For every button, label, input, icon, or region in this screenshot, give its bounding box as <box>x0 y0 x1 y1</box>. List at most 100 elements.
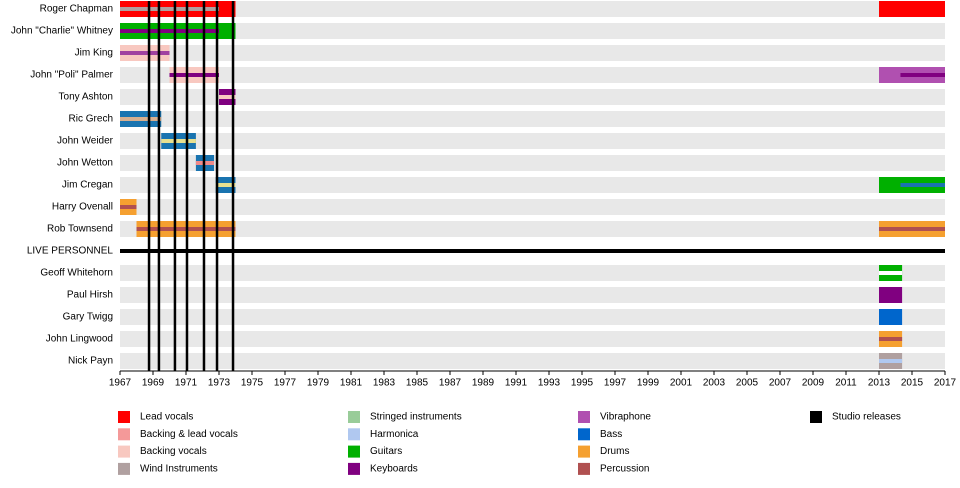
row-band <box>120 309 945 325</box>
legend-label: Harmonica <box>370 429 419 440</box>
x-tick-label: 1967 <box>109 378 132 389</box>
role-stripe <box>879 359 903 363</box>
legend-label: Stringed instruments <box>370 412 462 423</box>
x-tick-label: 1989 <box>472 378 495 389</box>
legend-swatch <box>578 445 590 458</box>
member-name: Geoff Whitehorn <box>40 268 113 279</box>
x-tick-label: 1991 <box>505 378 528 389</box>
role-stripe <box>219 95 236 99</box>
legend-swatch <box>578 462 590 475</box>
role-stripe <box>120 117 162 121</box>
role-stripe <box>900 183 945 187</box>
member-name: Harry Ovenall <box>52 202 113 213</box>
role-stripe <box>169 73 219 77</box>
member-name: John "Poli" Palmer <box>30 70 113 81</box>
legend-label: Vibraphone <box>600 412 651 423</box>
x-tick-label: 1973 <box>208 378 231 389</box>
member-name: John Wetton <box>57 158 113 169</box>
row-band <box>120 177 945 193</box>
legend-swatch <box>348 445 360 458</box>
x-tick-label: 2007 <box>769 378 792 389</box>
legend-swatch <box>348 428 360 441</box>
row-band <box>120 199 945 215</box>
legend-swatch <box>810 411 822 423</box>
row-band <box>120 89 945 105</box>
legend-label: Guitars <box>370 446 402 457</box>
row-band <box>120 353 945 369</box>
legend-swatch <box>118 428 130 441</box>
legend-label: Percussion <box>600 464 649 475</box>
tenure-bar <box>879 1 945 17</box>
x-tick-label: 2009 <box>802 378 825 389</box>
member-name: John "Charlie" Whitney <box>11 26 113 37</box>
x-tick-label: 2001 <box>670 378 693 389</box>
x-tick-label: 1999 <box>637 378 660 389</box>
x-tick-label: 2015 <box>901 378 924 389</box>
x-tick-label: 2003 <box>703 378 726 389</box>
legend-swatch <box>118 411 130 423</box>
x-tick-label: 1985 <box>406 378 429 389</box>
member-name: Nick Payn <box>68 356 113 367</box>
role-stripe <box>161 139 196 143</box>
member-name: John Lingwood <box>46 334 113 345</box>
x-tick-label: 1997 <box>604 378 627 389</box>
row-band <box>120 23 945 39</box>
role-stripe <box>879 271 903 275</box>
row-band <box>120 331 945 347</box>
legend-label: Wind Instruments <box>140 464 218 475</box>
legend-label: Backing vocals <box>140 446 207 457</box>
x-tick-label: 1995 <box>571 378 594 389</box>
row-band <box>120 265 945 281</box>
legend-swatch <box>348 411 360 423</box>
row-band <box>120 1 945 17</box>
x-tick-label: 2017 <box>934 378 957 389</box>
x-tick-label: 1975 <box>241 378 264 389</box>
row-band <box>120 221 945 237</box>
role-stripe <box>879 227 945 231</box>
role-stripe <box>120 51 170 55</box>
tenure-bar <box>879 287 903 303</box>
x-tick-label: 2011 <box>835 378 857 389</box>
role-stripe <box>215 183 236 187</box>
member-name: Paul Hirsh <box>67 290 113 301</box>
x-tick-label: 1981 <box>340 378 363 389</box>
row-band <box>120 67 945 83</box>
legend-label: Lead vocals <box>140 412 193 423</box>
row-band <box>120 287 945 303</box>
role-stripe <box>900 73 945 77</box>
role-stripe <box>879 337 903 341</box>
legend-label: Keyboards <box>370 464 418 475</box>
legend-swatch <box>118 462 130 475</box>
member-name: Gary Twigg <box>63 312 113 323</box>
legend-swatch <box>348 462 360 475</box>
legend-label: Drums <box>600 446 629 457</box>
member-name: Jim King <box>75 48 113 59</box>
member-name: Ric Grech <box>69 114 113 125</box>
legend-label: Bass <box>600 429 622 440</box>
x-tick-label: 1993 <box>538 378 561 389</box>
legend-label: Backing & lead vocals <box>140 429 238 440</box>
member-name: Tony Ashton <box>59 92 113 103</box>
row-band <box>120 133 945 149</box>
role-stripe <box>120 29 219 33</box>
legend-swatch <box>118 445 130 458</box>
x-tick-label: 1987 <box>439 378 462 389</box>
section-label: LIVE PERSONNEL <box>27 246 114 257</box>
row-band <box>120 155 945 171</box>
x-tick-label: 2005 <box>736 378 759 389</box>
role-stripe <box>120 7 219 11</box>
x-tick-label: 1971 <box>175 378 198 389</box>
legend-swatch <box>578 428 590 441</box>
legend-label: Studio releases <box>832 412 901 423</box>
x-tick-label: 1983 <box>373 378 396 389</box>
x-tick-label: 1969 <box>142 378 165 389</box>
member-name: Roger Chapman <box>40 4 113 15</box>
legend-swatch <box>578 411 590 423</box>
row-band <box>120 111 945 127</box>
row-band <box>120 45 945 61</box>
tenure-bar <box>879 309 903 325</box>
x-tick-label: 2013 <box>868 378 891 389</box>
x-tick-label: 1977 <box>274 378 297 389</box>
member-name: Jim Cregan <box>62 180 113 191</box>
